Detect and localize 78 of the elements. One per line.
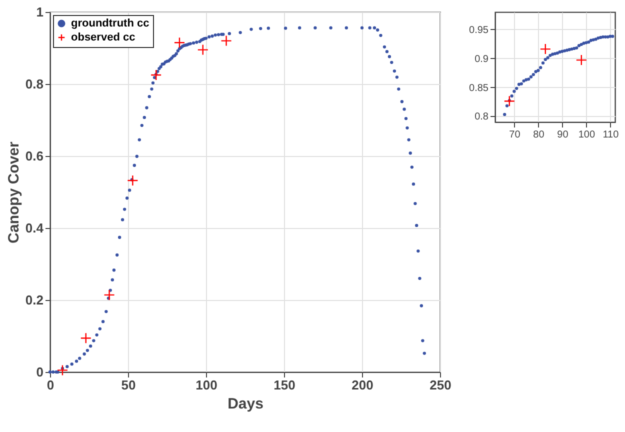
x-tick-label: 200	[352, 378, 374, 392]
point	[548, 54, 552, 57]
point	[527, 78, 530, 81]
x-tick-label: 90	[557, 130, 569, 140]
legend-label: groundtruth cc	[71, 18, 150, 30]
point	[505, 104, 509, 108]
point	[524, 78, 528, 82]
x-tick-label: 100	[578, 130, 596, 140]
x-tick-label: 0	[46, 378, 54, 392]
point	[80, 332, 92, 344]
point	[544, 58, 547, 62]
point	[536, 68, 540, 72]
point	[150, 69, 162, 81]
point	[529, 75, 533, 78]
y-tick-label: 0.8	[474, 112, 489, 123]
x-tick-label: 50	[121, 378, 136, 392]
y-axis-title: Canopy Cover	[5, 142, 22, 244]
x-tick-label: 100	[196, 378, 218, 392]
point	[589, 38, 593, 42]
x-axis-title: Days	[228, 396, 264, 412]
point	[174, 37, 186, 48]
y-tick-label: 0.2	[25, 292, 44, 308]
x-tick-label: 80	[533, 130, 545, 140]
y-tick-label: 0	[36, 364, 44, 380]
point	[594, 38, 598, 41]
point	[551, 52, 554, 56]
x-tick-label: 110	[602, 130, 620, 140]
point	[580, 42, 583, 46]
point	[577, 44, 581, 48]
point	[576, 54, 587, 66]
point	[608, 34, 612, 38]
point	[517, 82, 521, 86]
y-tick-label: 0.95	[469, 24, 489, 36]
point	[560, 50, 564, 53]
x-tick-label: 150	[274, 378, 296, 392]
point	[575, 46, 578, 50]
point	[540, 43, 551, 55]
point	[104, 289, 115, 301]
point	[592, 38, 595, 42]
point	[584, 41, 588, 44]
legend-label: observed cc	[71, 32, 136, 44]
point	[503, 112, 506, 116]
point	[587, 40, 590, 44]
point	[510, 94, 514, 98]
point	[604, 35, 607, 38]
point	[553, 52, 557, 56]
point	[127, 174, 138, 186]
y-tick-label: 0.6	[25, 148, 44, 164]
y-tick-label: 1	[36, 4, 44, 20]
point	[563, 49, 566, 52]
point	[572, 46, 576, 50]
point	[539, 66, 542, 70]
point	[534, 70, 538, 74]
point	[520, 82, 523, 86]
point	[568, 48, 571, 52]
point	[556, 52, 559, 55]
point	[522, 79, 526, 82]
y-tick-label: 0.9	[474, 54, 489, 65]
point	[512, 90, 516, 93]
point	[611, 34, 614, 38]
y-tick-label: 0.4	[25, 220, 44, 236]
x-tick-label: 70	[509, 130, 521, 140]
point	[220, 35, 232, 46]
point	[541, 61, 545, 65]
point	[546, 56, 550, 60]
y-tick-label: 0.8	[25, 76, 44, 92]
point	[504, 96, 515, 107]
point	[197, 44, 208, 56]
point	[601, 35, 605, 38]
point	[582, 42, 586, 45]
point	[596, 36, 600, 40]
point	[56, 364, 68, 376]
point	[565, 48, 569, 52]
y-tick-label: 0.85	[469, 82, 489, 94]
point	[532, 72, 535, 76]
point	[515, 86, 518, 90]
point	[599, 36, 602, 40]
x-tick-label: 250	[430, 378, 452, 392]
